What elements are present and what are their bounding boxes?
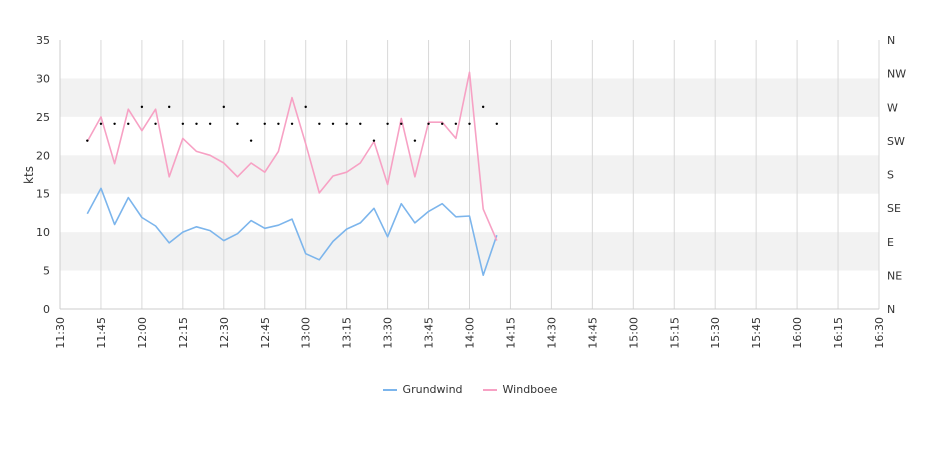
y-tick-label: 10: [36, 226, 50, 239]
direction-marker: [481, 105, 485, 109]
x-tick-label: 15:00: [627, 317, 640, 349]
x-tick-label: 13:45: [423, 317, 436, 349]
x-tick-label: 11:30: [54, 317, 67, 349]
direction-tick-label: NE: [887, 269, 902, 282]
direction-marker: [359, 122, 362, 125]
y-tick-labels: 0 5 10 15 20 25 30 35: [36, 34, 50, 316]
legend: Grundwind Windboee: [0, 383, 940, 396]
direction-marker: [454, 122, 458, 125]
direction-marker: [181, 122, 185, 125]
y-tick-label: 30: [36, 72, 50, 85]
y-tick-label: 25: [36, 111, 50, 124]
legend-swatch: [482, 388, 497, 391]
axes: [59, 40, 879, 310]
y-tick-label: 20: [36, 149, 50, 162]
direction-marker: [345, 122, 348, 125]
direction-marker: [427, 122, 430, 125]
direction-marker: [249, 139, 253, 142]
direction-marker: [290, 122, 294, 125]
x-tick-label: 14:45: [586, 317, 599, 349]
series-line-windboee: [86, 71, 498, 241]
x-tick-label: 13:00: [300, 317, 313, 349]
y-tick-label: 15: [36, 188, 50, 201]
x-tick-label: 11:45: [95, 317, 108, 349]
x-tick-label: 13:15: [341, 317, 354, 349]
series-lines: [86, 71, 498, 276]
x-tick-label: 12:45: [259, 317, 272, 349]
direction-marker: [86, 139, 89, 142]
direction-marker: [99, 122, 103, 125]
x-tick-label: 13:30: [382, 317, 395, 349]
direction-marker: [208, 122, 212, 125]
x-tick-labels: 11:30 11:45 12:00 12:15 12:30 12:45 13:00 13:15…: [54, 317, 886, 349]
direction-marker: [304, 105, 307, 109]
direction-marker: [263, 122, 266, 125]
x-tick-label: 15:15: [668, 317, 681, 349]
direction-tick-label: N: [887, 303, 895, 316]
direction-marker: [140, 105, 144, 109]
direction-marker: [127, 122, 130, 125]
x-gridlines: [59, 40, 880, 309]
y-axis-label: kts: [22, 166, 36, 184]
x-tick-label: 14:15: [504, 317, 517, 349]
legend-label: Grundwind: [402, 383, 463, 396]
direction-marker: [277, 122, 280, 125]
direction-tick-label: SW: [887, 135, 905, 148]
series-line-grundwind: [86, 187, 498, 276]
direction-marker: [441, 122, 444, 125]
legend-label: Windboee: [502, 383, 558, 396]
direction-marker: [386, 122, 389, 125]
direction-marker: [468, 122, 471, 125]
direction-tick-labels: N NE E SE S SW W NW N: [887, 34, 906, 316]
direction-marker: [168, 105, 171, 109]
x-tick-label: 15:30: [709, 317, 722, 349]
direction-marker: [372, 139, 376, 142]
direction-marker: [222, 105, 225, 109]
direction-tick-label: N: [887, 34, 895, 47]
x-tick-label: 12:00: [136, 317, 149, 349]
x-tick-label: 16:00: [791, 317, 804, 349]
y-tick-label: 0: [43, 303, 50, 316]
direction-tick-label: W: [887, 101, 898, 114]
direction-marker: [331, 122, 335, 125]
direction-tick-label: SE: [887, 202, 901, 215]
direction-marker: [195, 122, 198, 125]
x-tick-label: 16:30: [873, 317, 886, 349]
direction-marker: [113, 122, 116, 125]
legend-swatch: [382, 388, 397, 391]
direction-markers: [86, 105, 498, 142]
x-tick-label: 14:30: [545, 317, 558, 349]
direction-marker: [400, 122, 403, 125]
direction-marker: [495, 122, 498, 125]
direction-marker: [318, 122, 321, 125]
x-tick-label: 15:45: [750, 317, 763, 349]
direction-marker: [154, 122, 157, 125]
direction-tick-label: E: [887, 236, 894, 249]
direction-tick-label: NW: [887, 68, 906, 81]
legend-item-grundwind[interactable]: Grundwind: [382, 383, 463, 396]
y-tick-label: 35: [36, 34, 50, 47]
x-tick-label: 12:15: [177, 317, 190, 349]
x-tick-label: 14:00: [464, 317, 477, 349]
direction-marker: [413, 139, 417, 142]
legend-item-windboee[interactable]: Windboee: [482, 383, 558, 396]
direction-marker: [236, 122, 239, 125]
x-tick-label: 12:30: [218, 317, 231, 349]
y-tick-label: 5: [43, 265, 50, 278]
x-tick-label: 16:15: [832, 317, 845, 349]
direction-tick-label: S: [887, 169, 894, 182]
